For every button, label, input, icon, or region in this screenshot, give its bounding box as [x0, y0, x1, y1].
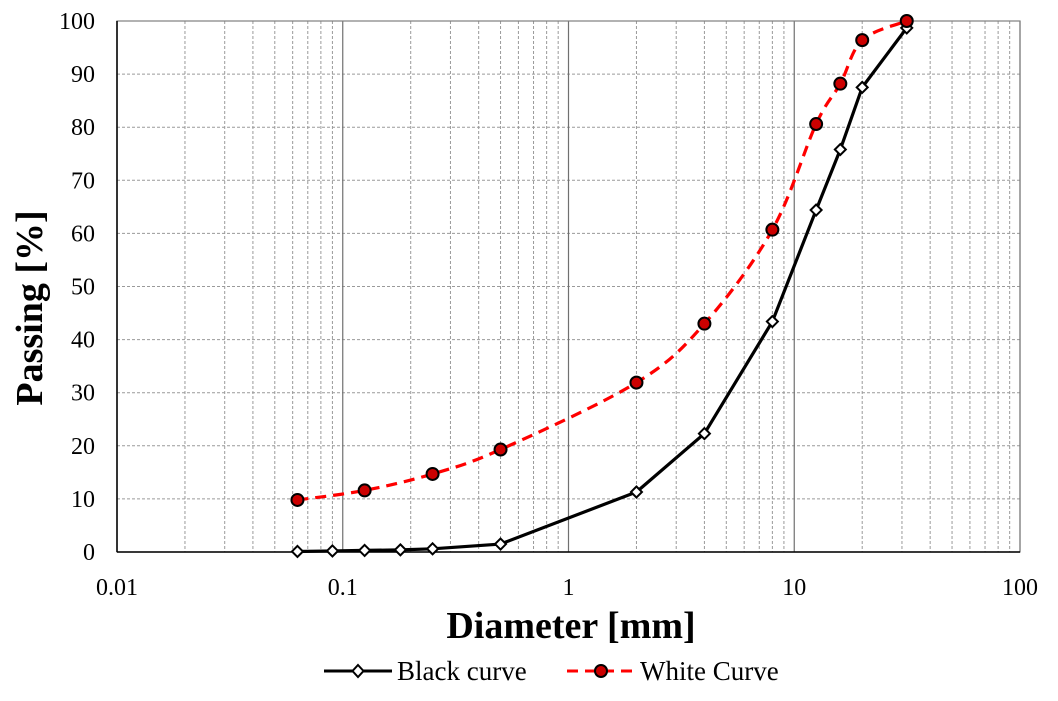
y-tick-label: 80 [71, 115, 95, 141]
data-point-white-curve [357, 483, 372, 498]
data-point-white-curve [629, 375, 644, 390]
y-axis-title: Passing [%] [9, 210, 51, 405]
y-tick-label: 30 [71, 381, 95, 407]
x-tick-label: 0.01 [96, 575, 138, 601]
y-tick-label: 10 [71, 487, 95, 513]
data-point-white-curve [493, 442, 508, 457]
y-tick-label: 40 [71, 328, 95, 354]
data-point-white-curve [809, 117, 824, 132]
data-point-white-curve [425, 466, 440, 481]
data-point-black-curve [765, 314, 780, 329]
data-point-white-curve [765, 222, 780, 237]
data-point-white-curve [290, 492, 305, 507]
x-axis-title: Diameter [mm] [446, 605, 695, 647]
data-point-black-curve [325, 544, 340, 558]
x-tick-label: 10 [782, 575, 806, 601]
data-point-black-curve [833, 142, 848, 157]
data-point-black-curve [697, 426, 712, 441]
data-point-white-curve [833, 76, 848, 91]
legend-item-black-curve: Black curve [324, 656, 527, 686]
x-tick-label: 1 [563, 575, 575, 601]
y-tick-label: 60 [71, 221, 95, 247]
axes [116, 20, 1021, 553]
legend-label-black-curve: Black curve [397, 656, 527, 686]
y-tick-label: 50 [71, 275, 95, 301]
grid [116, 20, 1021, 553]
y-tick-label: 0 [83, 540, 95, 566]
legend-label-white-curve: White Curve [640, 656, 779, 686]
data-point-black-curve [629, 485, 644, 499]
series-markers [290, 14, 914, 559]
legend-marker-black-curve [351, 663, 365, 679]
y-tick-label: 70 [71, 168, 95, 194]
data-point-white-curve [697, 316, 712, 331]
data-point-black-curve [290, 544, 305, 559]
data-point-white-curve [899, 14, 914, 28]
data-point-black-curve [493, 537, 508, 551]
y-tick-label: 100 [59, 9, 95, 35]
legend: Black curve White Curve [324, 656, 779, 686]
x-tick-label: 100 [1002, 575, 1038, 601]
data-point-black-curve [357, 543, 372, 558]
y-tick-label: 90 [71, 62, 95, 88]
legend-marker-white-curve [594, 664, 608, 678]
y-tick-label: 20 [71, 434, 95, 460]
x-tick-label: 0.1 [328, 575, 358, 601]
data-point-black-curve [393, 542, 408, 557]
data-point-black-curve [425, 541, 440, 556]
legend-item-white-curve: White Curve [567, 656, 779, 686]
tick-labels: 0 10 20 30 40 50 60 70 80 90 100 0.01 0.1 1 10 100 [59, 9, 1038, 601]
data-point-black-curve [809, 203, 824, 217]
data-point-white-curve [855, 33, 870, 48]
data-point-black-curve [855, 80, 870, 95]
